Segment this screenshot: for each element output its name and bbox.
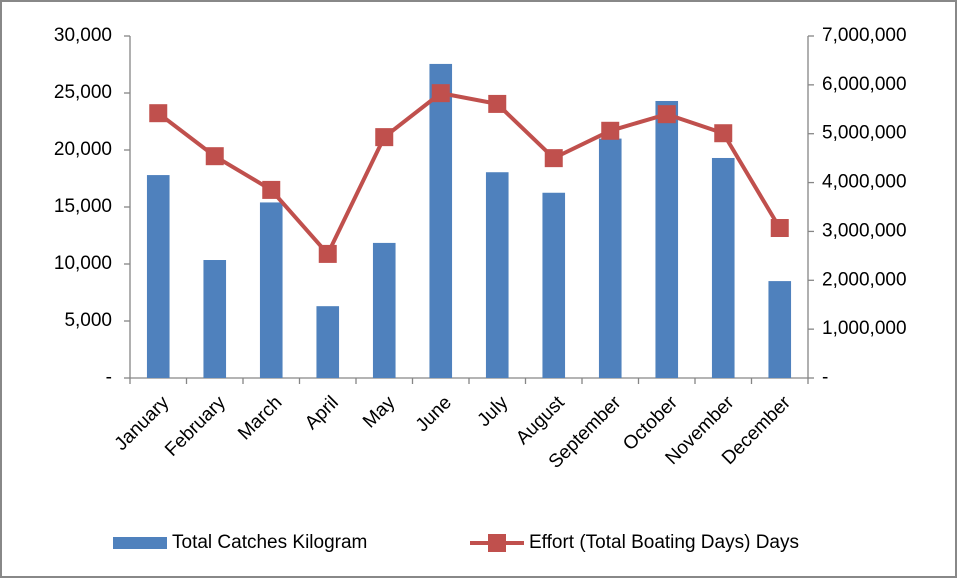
legend-label: Effort (Total Boating Days) Days (529, 532, 799, 553)
line-marker (488, 94, 507, 113)
line-marker (601, 121, 620, 140)
line-marker (149, 104, 168, 123)
y2-tick-label: 1,000,000 (822, 318, 907, 339)
line-marker (205, 147, 224, 166)
bar (711, 157, 735, 378)
bar (598, 138, 622, 378)
bar (259, 202, 283, 378)
y2-tick-label: 7,000,000 (822, 25, 907, 46)
y2-tick-label: 3,000,000 (822, 220, 907, 241)
line-marker (714, 124, 733, 143)
line (157, 91, 782, 258)
bar (768, 281, 792, 378)
line-marker (262, 180, 281, 199)
legend-label: Total Catches Kilogram (172, 532, 367, 553)
legend-swatch (113, 537, 167, 549)
y2-tick-label: 6,000,000 (822, 74, 907, 95)
y-tick-label: - (106, 367, 112, 388)
bar (542, 192, 566, 378)
y-tick-label: 20,000 (54, 139, 112, 160)
bar (485, 172, 509, 378)
line-marker (431, 84, 450, 103)
y-tick-label: 30,000 (54, 25, 112, 46)
y2-tick-label: - (822, 367, 828, 388)
legend-swatch (488, 534, 506, 552)
line-marker (657, 105, 676, 124)
y-tick-label: 5,000 (64, 310, 112, 331)
line-marker (318, 244, 337, 263)
bar (655, 100, 679, 378)
y2-tick-label: 2,000,000 (822, 269, 907, 290)
bar (316, 306, 340, 378)
y2-tick-label: 4,000,000 (822, 172, 907, 193)
bar (429, 63, 453, 379)
line-marker (375, 128, 394, 147)
y-tick-label: 10,000 (54, 253, 112, 274)
line-marker (770, 219, 789, 238)
bar (203, 260, 227, 378)
y-tick-label: 15,000 (54, 196, 112, 217)
y-tick-label: 25,000 (54, 82, 112, 103)
y2-tick-label: 5,000,000 (822, 123, 907, 144)
line-marker (544, 149, 563, 168)
bar (372, 242, 396, 378)
bar (146, 175, 170, 378)
